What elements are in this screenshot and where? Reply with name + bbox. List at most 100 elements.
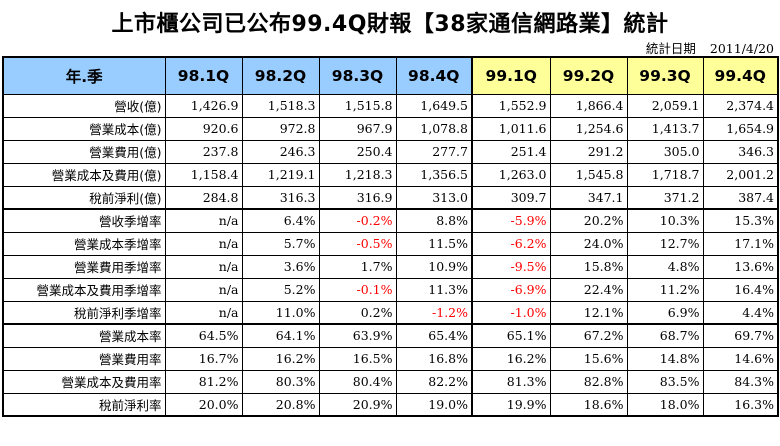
table-cell: 15.8% <box>549 254 628 279</box>
table-cell: 1,866.4 <box>549 93 628 118</box>
table-row: 營業成本及費用季增率 n/a 5.2% -0.1% 11.3% -6.9% 22.4% 11.… <box>2 277 779 302</box>
quarter-header: 98.4Q <box>395 56 473 95</box>
table-cell: 69.7% <box>702 323 779 348</box>
table-cell: 82.8% <box>549 369 628 394</box>
table-cell: n/a <box>164 277 243 302</box>
table-cell: 1,356.5 <box>395 162 473 187</box>
table-cell: 371.2 <box>626 185 704 210</box>
table-cell: -9.5% <box>471 254 551 279</box>
table-row: 營業費用率 16.7% 16.2% 16.5% 16.8% 16.2% 15.6% 14.8%… <box>2 346 779 371</box>
table-cell: 305.0 <box>626 139 704 164</box>
table-cell: 64.5% <box>164 323 243 348</box>
row-label: 營業成本及費用(億) <box>2 162 166 187</box>
table-cell: 11.3% <box>395 277 473 302</box>
table-cell: 1.7% <box>318 254 397 279</box>
table-row: 營業費用(億) 237.8 246.3 250.4 277.7 251.4 291.2 305… <box>2 139 779 164</box>
quarter-header: 99.3Q <box>626 56 704 95</box>
quarter-header: 99.1Q <box>471 56 551 95</box>
table-cell: -5.9% <box>471 208 551 233</box>
table-row: 營業費用季增率 n/a 3.6% 1.7% 10.9% -9.5% 15.8% 4.8% 13.… <box>2 254 779 279</box>
table-cell: 1,218.3 <box>318 162 397 187</box>
table-cell: 309.7 <box>471 185 551 210</box>
table-cell: 68.7% <box>626 323 704 348</box>
table-cell: 16.2% <box>471 346 551 371</box>
table-cell: 14.8% <box>626 346 704 371</box>
table-cell: 347.1 <box>549 185 628 210</box>
quarter-header: 98.3Q <box>318 56 397 95</box>
table-cell: 251.4 <box>471 139 551 164</box>
stat-date: 統計日期 2011/4/20 <box>646 38 774 57</box>
table-cell: 1,545.8 <box>549 162 628 187</box>
table-cell: 387.4 <box>702 185 779 210</box>
table-cell: 277.7 <box>395 139 473 164</box>
table-cell: n/a <box>164 300 243 325</box>
table-cell: 3.6% <box>241 254 320 279</box>
row-label: 營業成本率 <box>2 323 166 348</box>
table-cell: 10.9% <box>395 254 473 279</box>
table-cell: 237.8 <box>164 139 243 164</box>
table-cell: 18.6% <box>549 392 628 417</box>
table-row: 營業成本及費用(億) 1,158.4 1,219.1 1,218.3 1,356.5 1,… <box>2 162 779 187</box>
row-label: 稅前淨利季增率 <box>2 300 166 325</box>
stat-date-label: 統計日期 <box>645 41 696 56</box>
table-cell: 5.2% <box>241 277 320 302</box>
page-title: 上市櫃公司已公布99.4Q財報【38家通信網路業】統計 <box>111 12 669 37</box>
table-cell: 1,158.4 <box>164 162 243 187</box>
table-cell: 11.5% <box>395 231 473 256</box>
header-row: 年.季 98.1Q 98.2Q 98.3Q 98.4Q 99.1Q 99.2Q … <box>2 56 779 95</box>
quarter-header: 99.2Q <box>549 56 628 95</box>
table-cell: 11.2% <box>626 277 704 302</box>
table-cell: 250.4 <box>318 139 397 164</box>
table-cell: 4.8% <box>626 254 704 279</box>
table-cell: 12.1% <box>549 300 628 325</box>
table-cell: 81.3% <box>471 369 551 394</box>
quarter-header: 99.4Q <box>702 56 779 95</box>
row-label: 稅前淨利(億) <box>2 185 166 210</box>
table-cell: -1.2% <box>395 300 473 325</box>
table-cell: 316.3 <box>241 185 320 210</box>
table-cell: 284.8 <box>164 185 243 210</box>
financial-table: 年.季 98.1Q 98.2Q 98.3Q 98.4Q 99.1Q 99.2Q … <box>2 56 779 417</box>
row-label: 營業成本及費用率 <box>2 369 166 394</box>
table-cell: 22.4% <box>549 277 628 302</box>
table-cell: 80.4% <box>318 369 397 394</box>
table-cell: 65.4% <box>395 323 473 348</box>
table-cell: 1,649.5 <box>395 93 473 118</box>
table-cell: -6.9% <box>471 277 551 302</box>
table-cell: 80.3% <box>241 369 320 394</box>
table-cell: 13.6% <box>702 254 779 279</box>
table-cell: 1,718.7 <box>626 162 704 187</box>
table-cell: 1,515.8 <box>318 93 397 118</box>
table-cell: 16.7% <box>164 346 243 371</box>
table-cell: 15.3% <box>702 208 779 233</box>
table-row: 營業成本(億) 920.6 972.8 967.9 1,078.8 1,011.6 1,25… <box>2 116 779 141</box>
table-cell: 24.0% <box>549 231 628 256</box>
table-cell: 19.0% <box>395 392 473 417</box>
row-label: 營業費用率 <box>2 346 166 371</box>
table-cell: -6.2% <box>471 231 551 256</box>
table-cell: 64.1% <box>241 323 320 348</box>
table-cell: 972.8 <box>241 116 320 141</box>
table-cell: 0.2% <box>318 300 397 325</box>
table-cell: 67.2% <box>549 323 628 348</box>
table-cell: 20.9% <box>318 392 397 417</box>
table-cell: 8.8% <box>395 208 473 233</box>
table-cell: 18.0% <box>626 392 704 417</box>
table-cell: 2,001.2 <box>702 162 779 187</box>
table-cell: n/a <box>164 208 243 233</box>
row-label: 營業成本(億) <box>2 116 166 141</box>
table-cell: 2,059.1 <box>626 93 704 118</box>
table-cell: n/a <box>164 254 243 279</box>
table-cell: 63.9% <box>318 323 397 348</box>
table-row: 營業成本及費用率 81.2% 80.3% 80.4% 82.2% 81.3% 82.8% 83… <box>2 369 779 394</box>
table-cell: 16.2% <box>241 346 320 371</box>
quarter-header: 98.2Q <box>241 56 320 95</box>
table-cell: 1,011.6 <box>471 116 551 141</box>
table-cell: 6.9% <box>626 300 704 325</box>
table-cell: 967.9 <box>318 116 397 141</box>
table-cell: 246.3 <box>241 139 320 164</box>
row-label: 稅前淨利率 <box>2 392 166 417</box>
table-row: 營收(億) 1,426.9 1,518.3 1,515.8 1,649.5 1,552.9… <box>2 93 779 118</box>
table-cell: -0.2% <box>318 208 397 233</box>
table-cell: 20.2% <box>549 208 628 233</box>
